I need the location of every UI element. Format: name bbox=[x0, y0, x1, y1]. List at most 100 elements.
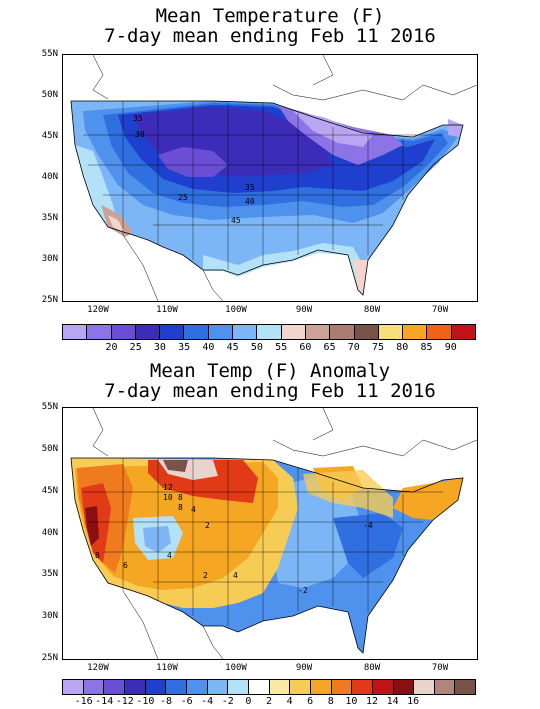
lon-tick-label: 110W bbox=[156, 663, 178, 673]
colorbar-label: 75 bbox=[372, 342, 385, 353]
bottom-colorbar bbox=[62, 679, 476, 695]
colorbar-swatch bbox=[269, 680, 291, 694]
colorbar-swatch bbox=[111, 325, 136, 339]
colorbar-label: -8 bbox=[159, 696, 173, 707]
bottom-neighbor-lines bbox=[92, 408, 477, 659]
colorbar-swatch bbox=[208, 325, 234, 339]
bottom-contour-label: 4 bbox=[233, 571, 238, 580]
bottom-contour-label: -4 bbox=[363, 521, 373, 530]
colorbar-swatch bbox=[434, 680, 456, 694]
lon-tick-label: 80W bbox=[363, 305, 381, 315]
colorbar-swatch bbox=[378, 325, 404, 339]
colorbar-swatch bbox=[228, 680, 249, 694]
colorbar-label: 55 bbox=[275, 342, 288, 353]
colorbar-swatch bbox=[352, 680, 373, 694]
colorbar-label: 30 bbox=[153, 342, 166, 353]
colorbar-swatch bbox=[186, 680, 208, 694]
colorbar-label: 0 bbox=[245, 696, 252, 707]
colorbar-label: 60 bbox=[299, 342, 312, 353]
colorbar-label: 12 bbox=[365, 696, 379, 707]
lat-tick-label: 45N bbox=[41, 485, 58, 496]
top-state-lines bbox=[83, 101, 443, 270]
bottom-contour-label: 8 bbox=[95, 551, 100, 560]
bottom-band-north-brown bbox=[163, 460, 188, 472]
bottom-map-svg: 12 10 8 8 4 2 4 8 6 4 2 -4 -2 bbox=[70, 408, 477, 659]
colorbar-label: -14 bbox=[95, 696, 114, 707]
lat-tick-label: 50N bbox=[41, 90, 58, 100]
bottom-band-darkred bbox=[85, 506, 99, 546]
bottom-contour-label: 6 bbox=[123, 561, 128, 570]
colorbar-swatch bbox=[310, 680, 332, 694]
lat-tick-label: 35N bbox=[41, 569, 58, 580]
top-contour-label: 45 bbox=[231, 216, 241, 225]
colorbar-label: 45 bbox=[226, 342, 239, 353]
lat-tick-label: 40N bbox=[41, 172, 58, 182]
lon-tick-label: 110W bbox=[156, 305, 178, 315]
bottom-contour-label: 4 bbox=[167, 551, 172, 560]
lat-tick-label: 25N bbox=[41, 295, 58, 305]
bottom-state-lines bbox=[83, 458, 443, 626]
colorbar-swatch bbox=[305, 325, 331, 339]
top-map-svg: 35 30 25 35 40 45 bbox=[70, 55, 477, 301]
bottom-contour-labels: 12 10 8 8 4 2 4 8 6 4 2 -4 -2 bbox=[95, 483, 373, 595]
colorbar-swatch bbox=[63, 325, 88, 339]
colorbar-label: -12 bbox=[115, 696, 134, 707]
top-contour-label: 25 bbox=[178, 193, 188, 202]
lon-tick-label: 120W bbox=[87, 305, 109, 315]
colorbar-label: -10 bbox=[136, 696, 155, 707]
colorbar-label: 80 bbox=[396, 342, 409, 353]
top-us-outline bbox=[70, 100, 464, 296]
bottom-contour-label: 2 bbox=[203, 571, 208, 580]
colorbar-label: 6 bbox=[307, 696, 314, 707]
lat-tick-label: 55N bbox=[41, 402, 58, 412]
colorbar-swatch bbox=[160, 325, 185, 339]
bottom-contour-label: 2 bbox=[205, 521, 210, 530]
lon-tick-label: 70W bbox=[431, 663, 449, 673]
colorbar-swatch bbox=[184, 325, 209, 339]
top-band-maine bbox=[448, 119, 463, 137]
colorbar-label: 70 bbox=[347, 342, 360, 353]
colorbar-label: 2 bbox=[265, 696, 273, 707]
lon-tick-label: 120W bbox=[87, 663, 109, 673]
top-map-subtitle: 7-day mean ending Feb 11 2016 bbox=[104, 25, 436, 47]
top-contour-label: 30 bbox=[135, 130, 145, 139]
colorbar-swatch bbox=[248, 680, 270, 694]
colorbar-label: 14 bbox=[386, 696, 399, 707]
colorbar-label: 40 bbox=[202, 342, 215, 353]
lat-tick-label: 35N bbox=[41, 213, 58, 223]
colorbar-label: -4 bbox=[201, 696, 214, 707]
lat-tick-label: 55N bbox=[41, 49, 58, 59]
bottom-map-subtitle: 7-day mean ending Feb 11 2016 bbox=[104, 380, 436, 402]
top-contour-labels: 35 30 25 35 40 45 bbox=[133, 114, 255, 225]
colorbar-label: 35 bbox=[178, 342, 191, 353]
top-colorbar-labels: 20 25 30 35 40 45 50 55 60 65 70 75 80 85 90 bbox=[62, 342, 476, 354]
bottom-contour-label: 4 bbox=[191, 505, 196, 514]
colorbar-label: 65 bbox=[323, 342, 336, 353]
colorbar-swatch bbox=[330, 325, 355, 339]
colorbar-swatch bbox=[87, 325, 112, 339]
bottom-contour-label: 8 bbox=[178, 503, 183, 512]
lat-tick-label: 40N bbox=[41, 527, 58, 538]
colorbar-swatch bbox=[451, 325, 476, 339]
bottom-colorbar-labels: -16 -14 -12 -10 -8 -6 -4 -2 0 2 4 6 8 10 12 14 16 bbox=[62, 696, 476, 708]
lon-tick-label: 100W bbox=[225, 305, 247, 315]
colorbar-label: 8 bbox=[327, 696, 334, 707]
colorbar-swatch bbox=[331, 680, 353, 694]
colorbar-swatch bbox=[145, 680, 167, 694]
lat-tick-label: 30N bbox=[41, 254, 58, 264]
colorbar-label: -2 bbox=[221, 696, 234, 707]
colorbar-swatch bbox=[63, 680, 84, 694]
top-contour-label: 40 bbox=[245, 197, 255, 206]
top-contour-label: 35 bbox=[133, 114, 143, 123]
colorbar-swatch bbox=[455, 680, 476, 694]
top-neighbor-lines bbox=[92, 55, 477, 301]
top-contour-label: 35 bbox=[245, 183, 255, 192]
colorbar-swatch bbox=[135, 325, 161, 339]
bottom-contour-label: 12 bbox=[163, 483, 173, 492]
lat-tick-label: 25N bbox=[41, 653, 58, 663]
top-map-title: Mean Temperature (F) bbox=[155, 5, 385, 27]
top-colorbar bbox=[62, 324, 476, 340]
colorbar-label: 50 bbox=[250, 342, 263, 353]
colorbar-label: -6 bbox=[180, 696, 193, 707]
lon-tick-label: 70W bbox=[431, 305, 449, 315]
